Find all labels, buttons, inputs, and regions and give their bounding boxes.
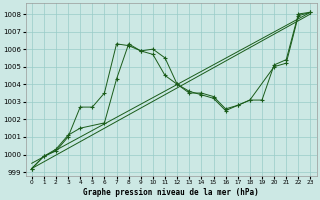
X-axis label: Graphe pression niveau de la mer (hPa): Graphe pression niveau de la mer (hPa) xyxy=(83,188,259,197)
